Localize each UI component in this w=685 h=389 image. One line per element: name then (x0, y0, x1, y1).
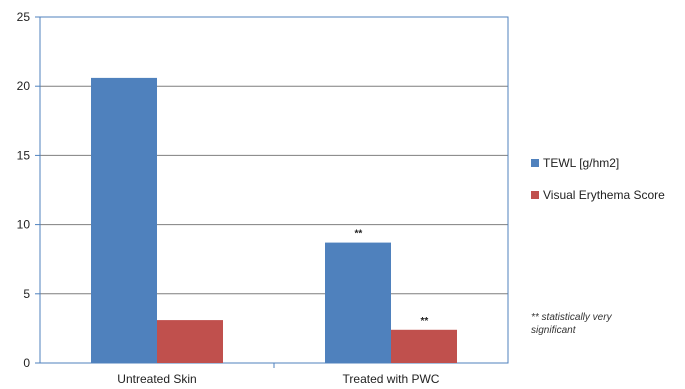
bars (91, 77, 457, 363)
significance-markers: ** ** (354, 229, 429, 327)
bar (91, 77, 157, 363)
significance-marker: ** (354, 229, 363, 240)
bar (325, 242, 391, 363)
legend-swatch (531, 191, 539, 199)
bar (157, 320, 223, 363)
y-tick-label: 25 (17, 10, 31, 24)
y-tick-label: 15 (17, 148, 31, 162)
y-tick-label: 0 (23, 356, 30, 370)
legend: TEWL [g/hm2] Visual Erythema Score (531, 156, 665, 202)
x-axis: Untreated Skin Treated with PWC (117, 363, 440, 386)
legend-label: TEWL [g/hm2] (543, 156, 619, 170)
y-tick-label: 10 (17, 218, 31, 232)
annotation-line-1: ** statistically very (531, 312, 613, 323)
annotation-line-2: significant (531, 325, 577, 336)
legend-label: Visual Erythema Score (543, 188, 665, 202)
x-category-label: Treated with PWC (343, 372, 440, 386)
y-axis: 0 5 10 15 20 25 (17, 10, 40, 370)
x-category-label: Untreated Skin (117, 372, 196, 386)
y-tick-label: 20 (17, 79, 31, 93)
bar (391, 329, 457, 363)
y-tick-label: 5 (23, 287, 30, 301)
legend-swatch (531, 159, 539, 167)
significance-marker: ** (420, 316, 429, 327)
